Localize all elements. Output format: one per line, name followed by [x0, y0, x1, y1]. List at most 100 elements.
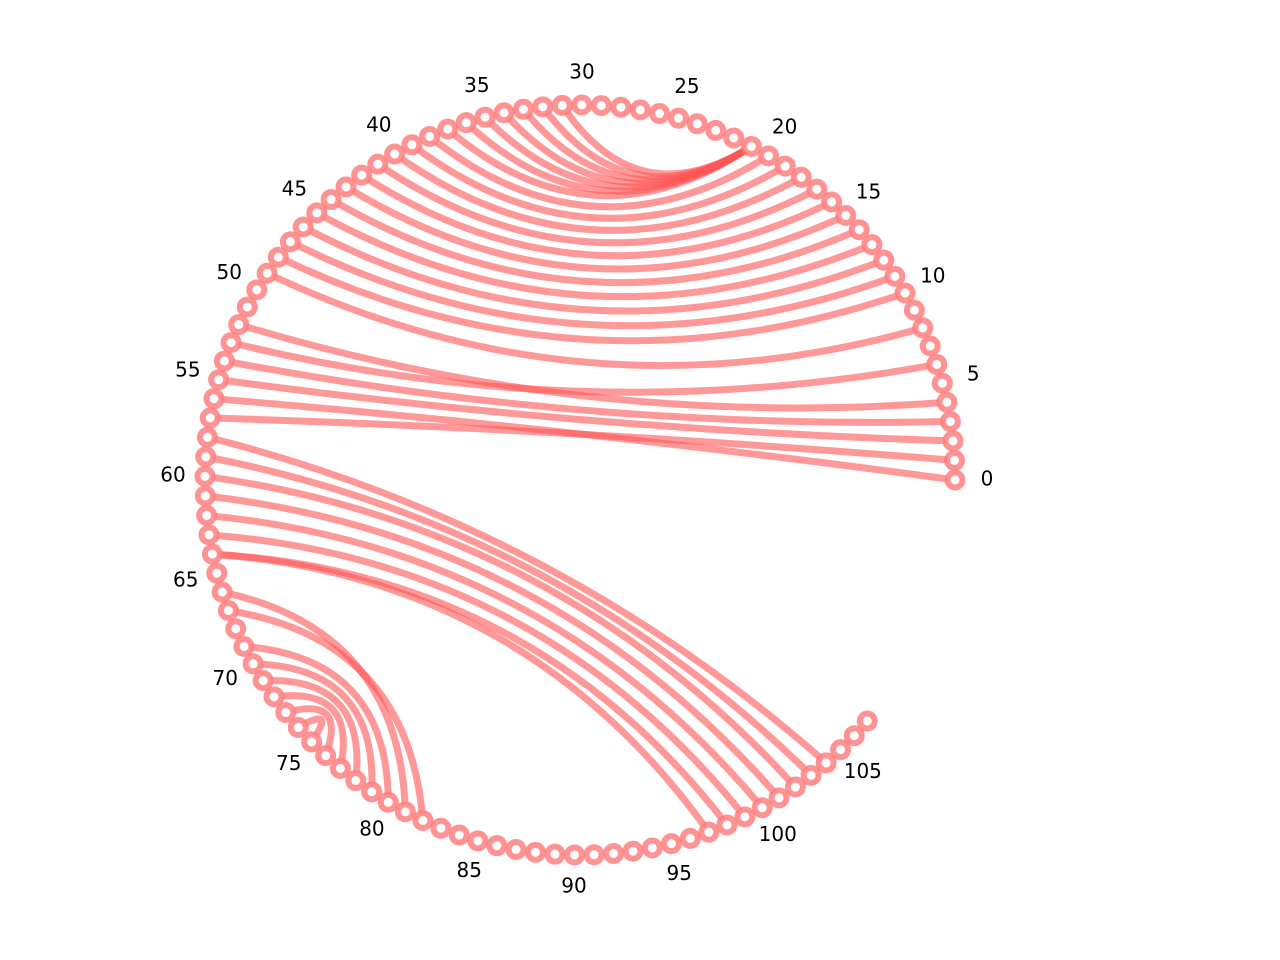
tick-label-50: 50 [216, 260, 241, 284]
node-24 [686, 113, 708, 135]
tick-label-90: 90 [561, 873, 586, 897]
node-39 [401, 134, 423, 156]
edge-16-42 [358, 171, 836, 260]
node-76 [315, 745, 337, 767]
node-22 [723, 127, 745, 149]
node-8 [912, 317, 934, 339]
node-16 [821, 191, 843, 213]
node-73 [275, 702, 297, 724]
edge-72-77 [270, 692, 347, 772]
node-102 [784, 776, 806, 798]
node-26 [649, 103, 671, 125]
edge-60-102 [201, 472, 799, 791]
node-75 [301, 731, 323, 753]
node-90 [563, 844, 585, 866]
node-91 [583, 844, 605, 866]
tick-label-0: 0 [981, 467, 994, 491]
tick-label-15: 15 [856, 179, 881, 203]
node-28 [610, 96, 632, 118]
node-43 [335, 176, 357, 198]
node-20 [758, 145, 780, 167]
node-40 [384, 143, 406, 165]
node-21 [740, 135, 762, 157]
node-17 [806, 178, 828, 200]
edge-3-54 [220, 357, 954, 426]
node-14 [848, 219, 870, 241]
edge-4-52 [235, 321, 951, 412]
node-2 [942, 430, 964, 452]
edge-17-41 [374, 160, 821, 247]
node-25 [668, 107, 690, 129]
node-103 [800, 764, 822, 786]
node-54 [213, 350, 235, 372]
node-62 [196, 504, 218, 526]
node-52 [228, 314, 250, 336]
node-86 [486, 835, 508, 857]
node-84 [448, 824, 470, 846]
node-106 [843, 725, 865, 747]
node-55 [208, 369, 230, 391]
node-53 [220, 332, 242, 354]
edge-71-78 [259, 677, 361, 785]
edge-64-97 [208, 550, 713, 836]
node-59 [195, 446, 217, 468]
edge-61-101 [201, 492, 783, 802]
tick-label-95: 95 [667, 861, 692, 885]
tick-label-105: 105 [844, 759, 882, 783]
edge-59-103 [202, 453, 815, 779]
edge-63-99 [205, 531, 749, 821]
node-66 [211, 581, 233, 603]
node-42 [351, 164, 373, 186]
node-31 [551, 94, 573, 116]
node-38 [419, 125, 441, 147]
tick-label-40: 40 [366, 113, 391, 137]
node-61 [194, 485, 216, 507]
node-87 [505, 839, 527, 861]
edge-12-46 [299, 223, 888, 315]
node-105 [830, 739, 852, 761]
edge-13-45 [313, 209, 876, 301]
node-58 [196, 426, 218, 448]
node-41 [367, 153, 389, 175]
tick-label-20: 20 [772, 115, 797, 139]
edge-8-49 [263, 269, 927, 370]
node-45 [306, 202, 328, 224]
node-83 [430, 817, 452, 839]
edge-20-38 [426, 132, 773, 211]
node-80 [377, 791, 399, 813]
edge-73-76 [282, 705, 335, 760]
tick-labels: 0 5 10 15 20 25 30 35 40 45 50 55 60 65 70 75 80 85 90 95 10… [160, 60, 993, 898]
node-32 [532, 96, 554, 118]
node-60 [194, 465, 216, 487]
edge-6-53 [227, 339, 941, 396]
tick-label-60: 60 [160, 463, 185, 487]
node-64 [201, 543, 223, 565]
tick-label-80: 80 [359, 816, 384, 840]
node-0 [944, 469, 966, 491]
edge-58-104 [203, 433, 830, 767]
tick-label-65: 65 [173, 568, 198, 592]
edge-14-44 [327, 196, 863, 287]
node-34 [493, 102, 515, 124]
node-44 [320, 189, 342, 211]
node-18 [790, 166, 812, 188]
node-5 [931, 372, 953, 394]
node-96 [679, 827, 701, 849]
node-19 [774, 155, 796, 177]
node-10 [894, 282, 916, 304]
node-27 [629, 99, 651, 121]
node-29 [590, 95, 612, 117]
node-6 [926, 353, 948, 375]
node-94 [641, 837, 663, 859]
edge-10-48 [274, 253, 909, 345]
tick-label-70: 70 [213, 666, 238, 690]
edge-1-57 [206, 414, 958, 464]
node-33 [512, 98, 534, 120]
node-81 [394, 801, 416, 823]
edge-21-37 [444, 125, 755, 200]
node-63 [198, 524, 220, 546]
tick-label-85: 85 [456, 858, 481, 882]
node-71 [252, 670, 274, 692]
tick-label-30: 30 [569, 60, 594, 84]
node-30 [571, 94, 593, 116]
